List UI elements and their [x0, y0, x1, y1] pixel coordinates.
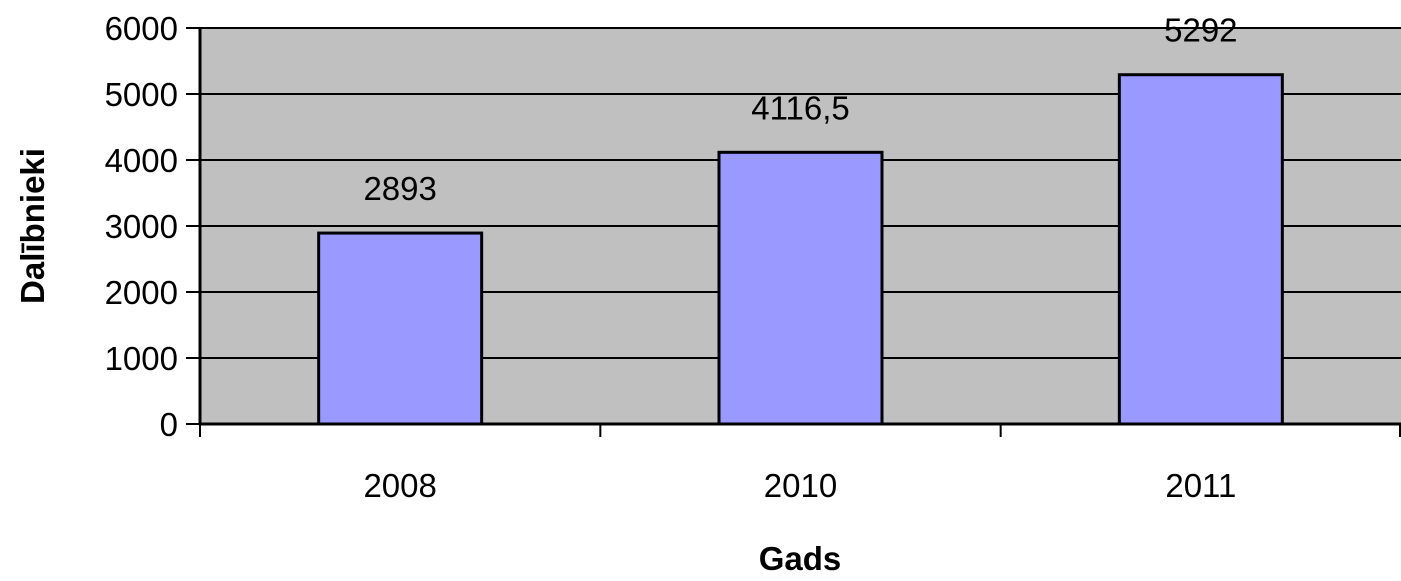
x-tick-label: 2011 — [1165, 467, 1236, 504]
x-tick-label: 2008 — [363, 467, 436, 504]
data-label: 4116,5 — [751, 89, 849, 126]
y-tick-label: 3000 — [105, 208, 178, 245]
x-tick-labels: 2008 2010 2011 — [363, 467, 1236, 504]
data-label: 2893 — [363, 170, 436, 207]
y-axis-title: Dalībnieki — [14, 148, 51, 304]
data-label: 5292 — [1164, 12, 1237, 49]
bar-2010 — [717, 150, 884, 426]
bars — [317, 73, 1284, 426]
x-axis-title: Gads — [759, 540, 842, 576]
axes — [186, 27, 1401, 437]
y-tick-label: 2000 — [105, 274, 178, 311]
y-tick-label: 6000 — [105, 10, 178, 47]
y-tick-label: 0 — [160, 406, 178, 443]
bar-2008 — [317, 231, 484, 426]
y-tick-label: 4000 — [105, 142, 178, 179]
bar-2011 — [1117, 73, 1284, 426]
y-tick-label: 5000 — [105, 76, 178, 113]
y-tick-labels: 0 1000 2000 3000 4000 5000 6000 — [105, 10, 178, 443]
y-tick-label: 1000 — [105, 340, 178, 377]
x-tick-label: 2010 — [764, 467, 837, 504]
data-labels: 2893 4116,5 5292 — [363, 12, 1237, 207]
